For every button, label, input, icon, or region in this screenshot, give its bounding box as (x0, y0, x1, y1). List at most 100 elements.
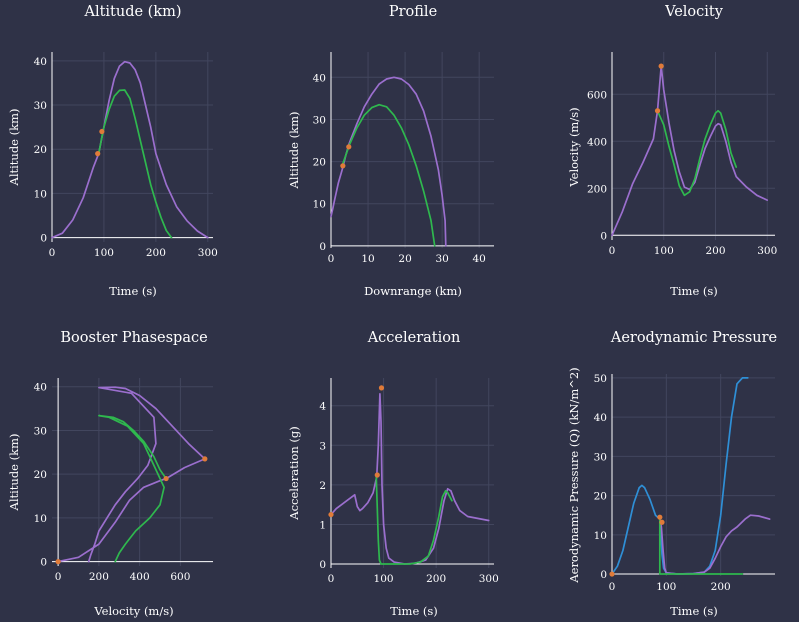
y-tick-label: 3 (319, 440, 326, 452)
series-line-2 (656, 109, 738, 197)
y-tick-label: 10 (34, 188, 47, 200)
chart-title: Aerodynamic Pressure (610, 330, 777, 346)
y-axis-label: Aerodynamic Pressure (Q) (kN/m^2) (567, 367, 581, 583)
series-line-1 (330, 76, 447, 247)
x-tick-label: 600 (170, 571, 190, 583)
y-axis-label: Velocity (m/s) (567, 107, 581, 187)
x-tick-label: 200 (705, 245, 725, 257)
event-marker (658, 63, 664, 69)
x-axis-label: Time (s) (670, 604, 718, 618)
x-tick-label: 30 (435, 253, 448, 265)
chart-title: Acceleration (367, 330, 461, 346)
y-tick-label: 20 (313, 157, 326, 169)
y-tick-label: 40 (594, 412, 607, 424)
x-tick-label: 0 (328, 573, 335, 585)
event-marker (202, 456, 208, 462)
chart-title: Altitude (km) (83, 4, 181, 20)
event-marker (374, 472, 380, 478)
y-tick-label: 20 (34, 144, 47, 156)
y-tick-label: 1 (319, 519, 326, 531)
series-line-1 (57, 386, 206, 563)
chart-profile: 0 10 20 30 40 0 10 20 30 40 Profile Downrange (km) A… (287, 4, 494, 298)
x-tick-label: 0 (609, 581, 616, 593)
event-marker (659, 519, 665, 525)
x-tick-label: 100 (374, 573, 394, 585)
chart-acceleration: 0 100 200 300 0 1 2 3 4 Acceleration Time (s) Accel… (287, 330, 499, 618)
y-tick-label: 10 (34, 513, 47, 525)
y-tick-label: 20 (594, 491, 607, 503)
y-tick-label: 0 (319, 241, 326, 253)
event-marker (328, 511, 334, 518)
x-tick-label: 400 (130, 571, 150, 583)
x-tick-label: 300 (757, 245, 777, 257)
x-tick-label: 40 (472, 253, 485, 265)
y-tick-label: 600 (587, 89, 607, 101)
series-line-2 (375, 474, 453, 565)
series-line-2 (97, 89, 173, 239)
event-marker (95, 151, 101, 157)
event-marker (340, 163, 346, 169)
chart-title: Profile (389, 4, 437, 20)
y-tick-label: 30 (34, 100, 47, 112)
x-tick-label: 300 (479, 573, 499, 585)
chart-title: Velocity (664, 4, 724, 20)
series-line-1 (611, 377, 749, 575)
y-tick-label: 30 (34, 425, 47, 437)
y-tick-label: 20 (34, 469, 47, 481)
series-line-2 (341, 103, 436, 247)
series-line-1 (51, 60, 209, 239)
y-tick-label: 0 (600, 230, 607, 242)
y-tick-label: 0 (40, 557, 47, 569)
x-tick-label: 0 (49, 247, 56, 259)
x-tick-label: 200 (89, 571, 109, 583)
series-line-3 (658, 518, 744, 575)
series-line-2 (658, 514, 771, 575)
x-tick-label: 100 (94, 247, 114, 259)
series-line-1 (330, 392, 490, 565)
chart-qpressure: 0 100 200 0 10 20 30 40 50 Aerodynamic Pressure Ti… (567, 330, 777, 618)
x-tick-label: 200 (146, 247, 166, 259)
event-marker (55, 559, 61, 565)
event-marker (99, 128, 105, 135)
y-tick-label: 30 (594, 451, 607, 463)
x-axis-label: Velocity (m/s) (93, 604, 173, 618)
y-axis-label: Altitude (km) (7, 109, 21, 187)
x-tick-label: 200 (711, 581, 731, 593)
x-axis-label: Downrange (km) (364, 284, 462, 298)
x-tick-label: 100 (656, 581, 676, 593)
series-line-1 (611, 65, 769, 237)
chart-title: Booster Phasespace (60, 330, 207, 346)
event-marker (657, 514, 663, 520)
x-axis-label: Time (s) (109, 284, 157, 298)
y-tick-label: 40 (313, 72, 326, 84)
x-tick-label: 0 (55, 571, 62, 583)
y-tick-label: 0 (319, 559, 326, 571)
x-axis-label: Time (s) (390, 604, 438, 618)
y-tick-label: 0 (600, 569, 607, 581)
event-marker (346, 144, 352, 150)
event-marker (609, 571, 615, 577)
x-tick-label: 20 (398, 253, 411, 265)
x-tick-label: 0 (328, 253, 335, 265)
x-tick-label: 0 (609, 245, 616, 257)
y-tick-label: 400 (587, 136, 607, 148)
event-marker (378, 385, 385, 391)
y-tick-label: 0 (40, 233, 47, 245)
y-axis-label: Altitude (km) (287, 112, 301, 190)
x-axis-label: Time (s) (670, 284, 718, 298)
y-axis-label: Acceleration (g) (287, 426, 301, 520)
y-tick-label: 2 (319, 480, 326, 492)
y-tick-label: 200 (587, 183, 607, 195)
y-tick-label: 10 (594, 530, 607, 542)
chart-phasespace: 0 200 400 600 0 10 20 30 40 Booster Phasespace Vel… (7, 330, 213, 618)
y-tick-label: 30 (313, 114, 326, 126)
chart-velocity: 0 100 200 300 0 200 400 600 Velocity Time (s) Velo… (567, 4, 777, 298)
y-tick-label: 50 (594, 373, 607, 385)
event-marker (654, 108, 661, 114)
chart-altitude: 0 100 200 300 0 10 20 30 40 Altitude (km) Time (s)… (7, 4, 218, 298)
event-marker (163, 475, 169, 482)
y-tick-label: 40 (34, 382, 47, 394)
y-axis-label: Altitude (km) (7, 434, 21, 512)
y-tick-label: 40 (34, 56, 47, 68)
x-tick-label: 100 (654, 245, 674, 257)
